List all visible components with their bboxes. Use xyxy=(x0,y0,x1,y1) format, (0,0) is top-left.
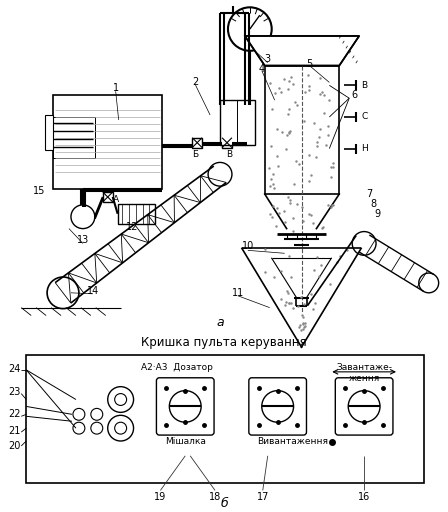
Text: 15: 15 xyxy=(33,186,45,196)
Text: 10: 10 xyxy=(242,241,254,251)
Text: Завантаже-: Завантаже- xyxy=(336,364,392,372)
Text: 7: 7 xyxy=(366,189,372,199)
Text: 12: 12 xyxy=(126,222,139,231)
Text: В: В xyxy=(361,81,367,90)
Circle shape xyxy=(47,277,79,309)
Text: Мішалка: Мішалка xyxy=(165,437,206,446)
Polygon shape xyxy=(245,36,359,66)
Text: 4: 4 xyxy=(258,63,265,74)
FancyBboxPatch shape xyxy=(335,378,393,435)
Text: Н: Н xyxy=(361,144,367,153)
Text: 8: 8 xyxy=(370,199,376,209)
Text: 18: 18 xyxy=(209,493,221,502)
Text: А: А xyxy=(112,196,119,204)
Text: 23: 23 xyxy=(8,387,21,397)
Text: 2: 2 xyxy=(192,77,198,88)
Text: А2·А3  Дозатор: А2·А3 Дозатор xyxy=(142,364,213,372)
Text: Кришка пульта керування: Кришка пульта керування xyxy=(141,336,307,349)
Text: 1: 1 xyxy=(112,83,119,93)
Bar xyxy=(53,117,95,159)
FancyBboxPatch shape xyxy=(156,378,214,435)
Text: 24: 24 xyxy=(8,364,21,374)
Circle shape xyxy=(208,162,232,186)
Text: 5: 5 xyxy=(306,59,313,69)
Text: 3: 3 xyxy=(265,54,271,63)
Text: а: а xyxy=(216,316,224,329)
Bar xyxy=(26,355,424,483)
Text: 22: 22 xyxy=(8,409,21,419)
Text: 6: 6 xyxy=(351,90,357,100)
Bar xyxy=(222,138,232,147)
Bar xyxy=(265,66,339,194)
Bar xyxy=(45,115,53,150)
Bar xyxy=(53,95,162,189)
Bar xyxy=(192,138,202,147)
Text: В: В xyxy=(226,150,232,159)
Text: С: С xyxy=(361,113,367,121)
Text: 16: 16 xyxy=(358,493,370,502)
Bar xyxy=(220,100,255,144)
Bar xyxy=(118,204,155,224)
Text: 9: 9 xyxy=(374,209,380,219)
Text: 21: 21 xyxy=(8,426,21,436)
Text: ження: ження xyxy=(349,374,380,383)
Text: Вивантаження: Вивантаження xyxy=(257,437,328,446)
Text: Б: Б xyxy=(192,150,198,159)
Bar xyxy=(103,192,113,202)
Text: б: б xyxy=(220,497,228,510)
Text: 14: 14 xyxy=(87,286,99,296)
Circle shape xyxy=(352,231,376,255)
Circle shape xyxy=(419,273,439,293)
Text: 11: 11 xyxy=(232,288,244,298)
FancyBboxPatch shape xyxy=(249,378,306,435)
Text: 17: 17 xyxy=(257,493,269,502)
Circle shape xyxy=(71,205,95,228)
Text: 20: 20 xyxy=(8,441,21,451)
Text: 13: 13 xyxy=(77,236,89,245)
Text: 19: 19 xyxy=(154,493,167,502)
